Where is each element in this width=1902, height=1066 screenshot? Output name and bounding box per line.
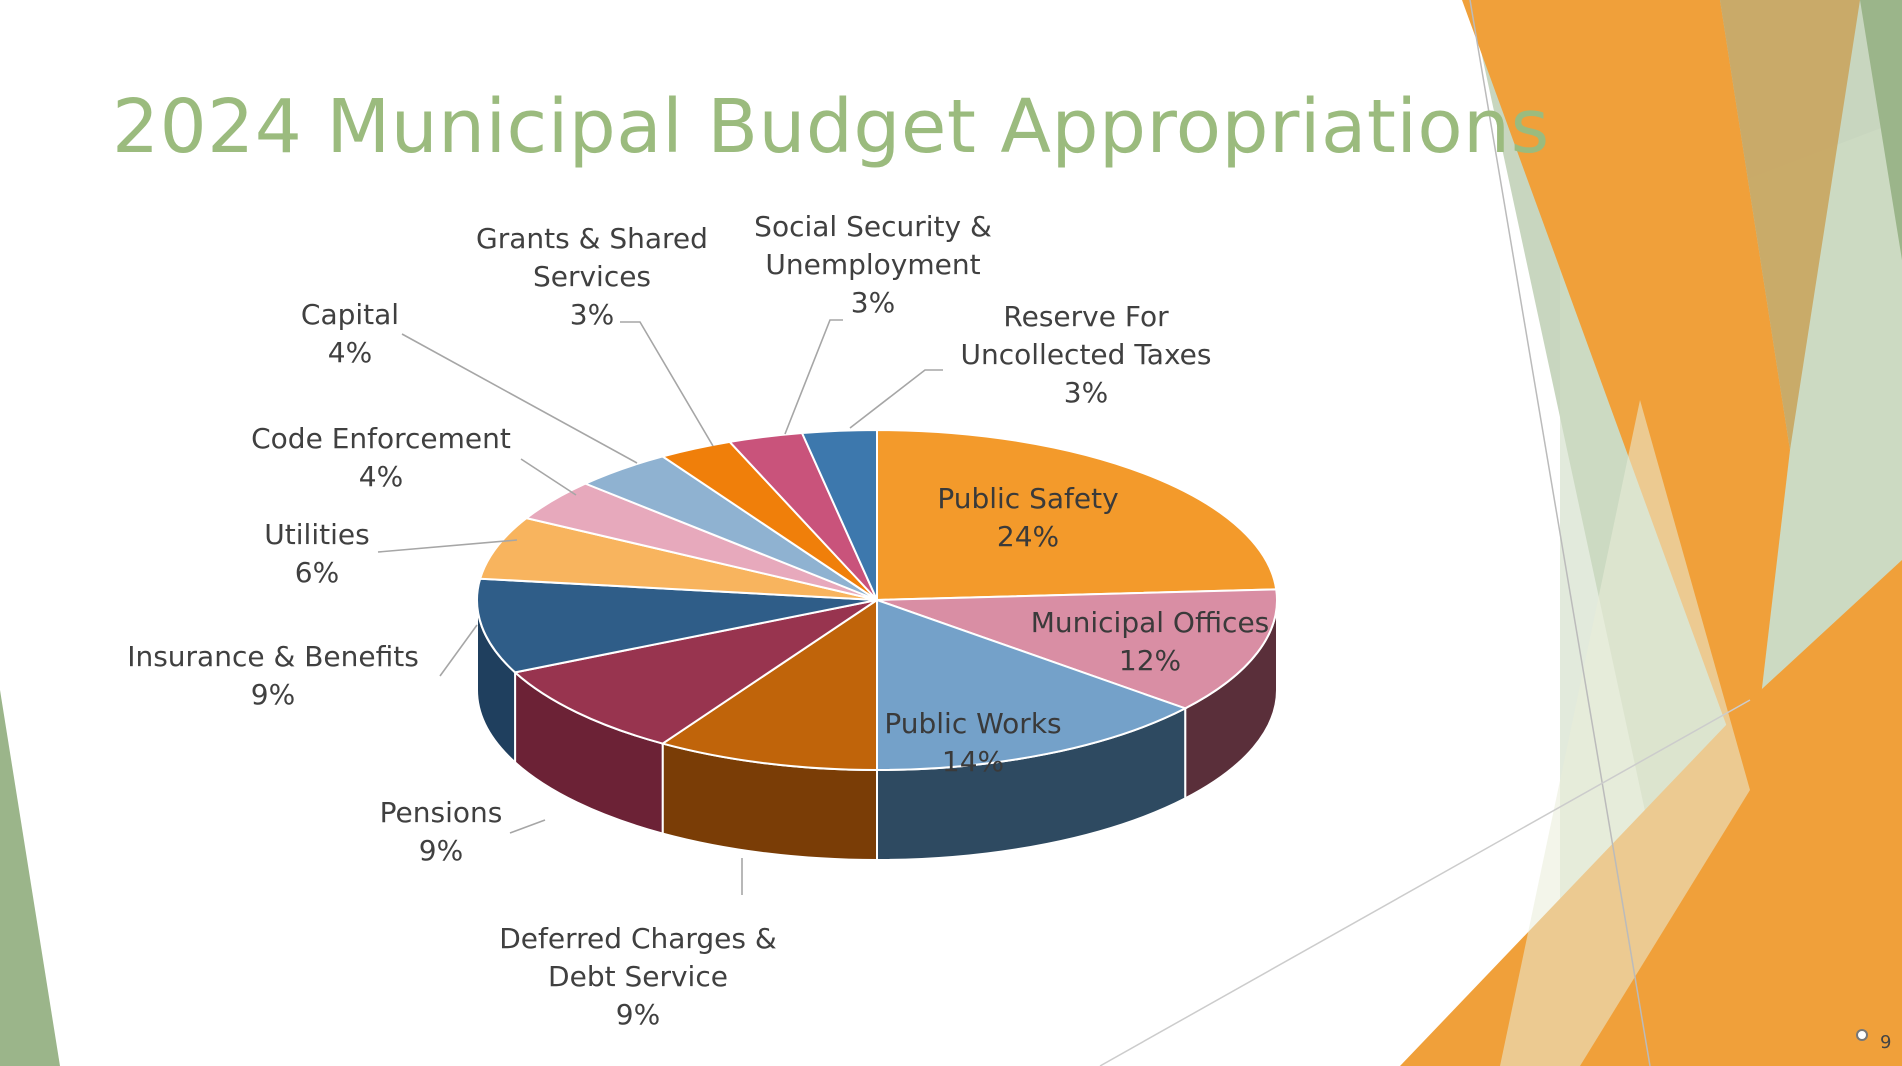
slice-label: Social Security & Unemployment 3% [754,210,992,319]
pie-slice [512,599,878,745]
slice-label: Grants & Shared Services 3% [476,222,708,331]
pie-slice [800,428,878,601]
slice-percent: 4% [359,460,403,493]
slice-label: Municipal Offices 12% [1031,606,1270,677]
leader-line [377,539,518,553]
slide-title: 2024 Municipal Budget Appropriations [112,84,1550,170]
decor-line-1 [1469,0,1651,1066]
pie-slice [876,598,1188,772]
slice-percent: 3% [851,286,895,319]
slice-name: Utilities [264,518,369,551]
slice-percent: 6% [295,556,339,589]
pie-slice [476,577,878,674]
right-olive-band [1720,0,1860,450]
slice-name: Public Safety [937,482,1118,515]
slice-label: Public Safety 24% [937,482,1118,553]
slice-name: Municipal Offices [1031,606,1270,639]
leader-line [849,369,943,429]
leader-line [784,319,843,435]
slice-label: Capital 4% [301,298,399,369]
slice-label: Code Enforcement 4% [251,422,511,493]
slice-name: Grants & Shared [476,222,708,255]
slice-percent: 9% [419,834,463,867]
slice-label: Deferred Charges & Debt Service 9% [499,922,776,1031]
slice-name: Code Enforcement [251,422,511,455]
decor-line-2 [1099,699,1751,1066]
slice-name: Capital [301,298,399,331]
pie-leader-lines [377,319,943,895]
pie-slice [876,428,1278,602]
right-pale-wedge [1500,400,1750,1066]
slice-name: Public Works [884,707,1061,740]
slice-name: Uncollected Taxes [961,338,1212,371]
leader-line [620,321,714,447]
slice-name: Pensions [380,796,503,829]
slice-percent: 9% [616,998,660,1031]
leader-line [509,819,546,834]
slice-percent: 12% [1119,644,1181,677]
slice-name: Deferred Charges & [499,922,776,955]
pie-slice [478,517,878,601]
right-orange-band-upper [1462,0,1790,790]
slice-name: Insurance & Benefits [127,640,419,673]
slice-percent: 4% [328,336,372,369]
slice-percent: 24% [997,520,1059,553]
slice-name: Services [533,260,651,293]
leader-line [520,458,577,496]
right-green-corner [1860,0,1902,260]
leader-line [401,333,638,464]
slice-percent: 3% [570,298,614,331]
pie-tops [476,428,1278,772]
slice-name: Unemployment [765,248,980,281]
slice-label: Insurance & Benefits 9% [127,640,419,711]
slice-label: Public Works 14% [884,707,1061,778]
page-number: 9 [1880,1032,1892,1053]
pie-slice [876,588,1278,710]
slice-percent: 14% [942,745,1004,778]
left-green-accent [0,690,60,1066]
slice-label: Utilities 6% [264,518,369,589]
pie-labels: Public Safety 24% Municipal Offices 12% Publ… [127,210,1269,1031]
slice-name: Social Security & [754,210,992,243]
leader-line [439,624,478,677]
slice-name: Debt Service [548,960,728,993]
slice-label: Pensions 9% [380,796,503,867]
slide-nav-icon[interactable] [1856,1029,1868,1041]
slice-name: Reserve For [1003,300,1169,333]
slice-percent: 9% [251,678,295,711]
pie-slice [660,598,878,772]
slice-label: Reserve For Uncollected Taxes 3% [961,300,1212,409]
slice-percent: 3% [1064,376,1108,409]
